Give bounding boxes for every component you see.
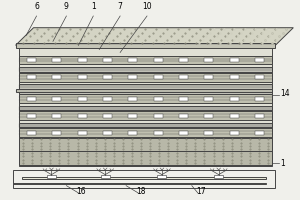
- Bar: [27, 114, 36, 118]
- Bar: [128, 97, 137, 101]
- Bar: [205, 131, 214, 135]
- Bar: [27, 97, 36, 101]
- Bar: [78, 114, 86, 118]
- Bar: [205, 114, 214, 118]
- Bar: [19, 106, 272, 110]
- Bar: [230, 58, 239, 62]
- Bar: [19, 47, 272, 166]
- Bar: [103, 114, 112, 118]
- Text: 14: 14: [280, 89, 290, 98]
- Bar: [154, 97, 163, 101]
- Bar: [52, 75, 61, 79]
- Text: 17: 17: [196, 187, 206, 196]
- Text: 6: 6: [34, 2, 39, 11]
- Bar: [19, 138, 272, 151]
- Bar: [78, 58, 86, 62]
- Bar: [19, 84, 272, 89]
- Bar: [214, 175, 223, 178]
- Bar: [16, 89, 272, 92]
- Bar: [101, 175, 110, 178]
- Bar: [179, 58, 188, 62]
- Bar: [205, 58, 214, 62]
- Text: 10: 10: [142, 2, 152, 11]
- Bar: [19, 151, 272, 165]
- Bar: [230, 131, 239, 135]
- Bar: [103, 75, 112, 79]
- Text: 7: 7: [118, 2, 123, 11]
- Polygon shape: [16, 28, 293, 45]
- Bar: [154, 114, 163, 118]
- Text: 1: 1: [280, 159, 285, 168]
- Bar: [52, 114, 61, 118]
- Bar: [22, 177, 266, 179]
- Bar: [19, 56, 272, 64]
- Bar: [27, 131, 36, 135]
- Bar: [27, 58, 36, 62]
- Bar: [128, 131, 137, 135]
- Text: 16: 16: [76, 187, 86, 196]
- Bar: [179, 75, 188, 79]
- Bar: [19, 123, 272, 127]
- Bar: [158, 175, 166, 178]
- Bar: [103, 97, 112, 101]
- Bar: [103, 131, 112, 135]
- Bar: [19, 111, 272, 120]
- Bar: [230, 75, 239, 79]
- Bar: [179, 131, 188, 135]
- Bar: [128, 114, 137, 118]
- Bar: [230, 114, 239, 118]
- Bar: [78, 97, 86, 101]
- Bar: [52, 97, 61, 101]
- Bar: [19, 73, 272, 82]
- Bar: [47, 175, 56, 178]
- Text: 9: 9: [64, 2, 69, 11]
- Bar: [255, 114, 264, 118]
- Bar: [179, 114, 188, 118]
- Bar: [154, 58, 163, 62]
- Bar: [154, 131, 163, 135]
- Bar: [19, 90, 272, 94]
- Bar: [154, 75, 163, 79]
- Bar: [19, 67, 272, 72]
- Bar: [52, 58, 61, 62]
- Bar: [19, 128, 272, 137]
- Bar: [128, 58, 137, 62]
- Bar: [19, 94, 272, 103]
- Bar: [255, 131, 264, 135]
- Bar: [255, 75, 264, 79]
- Bar: [52, 131, 61, 135]
- Bar: [27, 75, 36, 79]
- Bar: [13, 170, 275, 188]
- Bar: [255, 97, 264, 101]
- Bar: [128, 75, 137, 79]
- Bar: [205, 75, 214, 79]
- Bar: [78, 75, 86, 79]
- Bar: [255, 58, 264, 62]
- Bar: [13, 183, 266, 184]
- Bar: [205, 97, 214, 101]
- Bar: [78, 131, 86, 135]
- Text: 1: 1: [91, 2, 96, 11]
- Bar: [103, 58, 112, 62]
- Bar: [179, 97, 188, 101]
- Text: 18: 18: [136, 187, 146, 196]
- Bar: [230, 97, 239, 101]
- Bar: [16, 43, 275, 48]
